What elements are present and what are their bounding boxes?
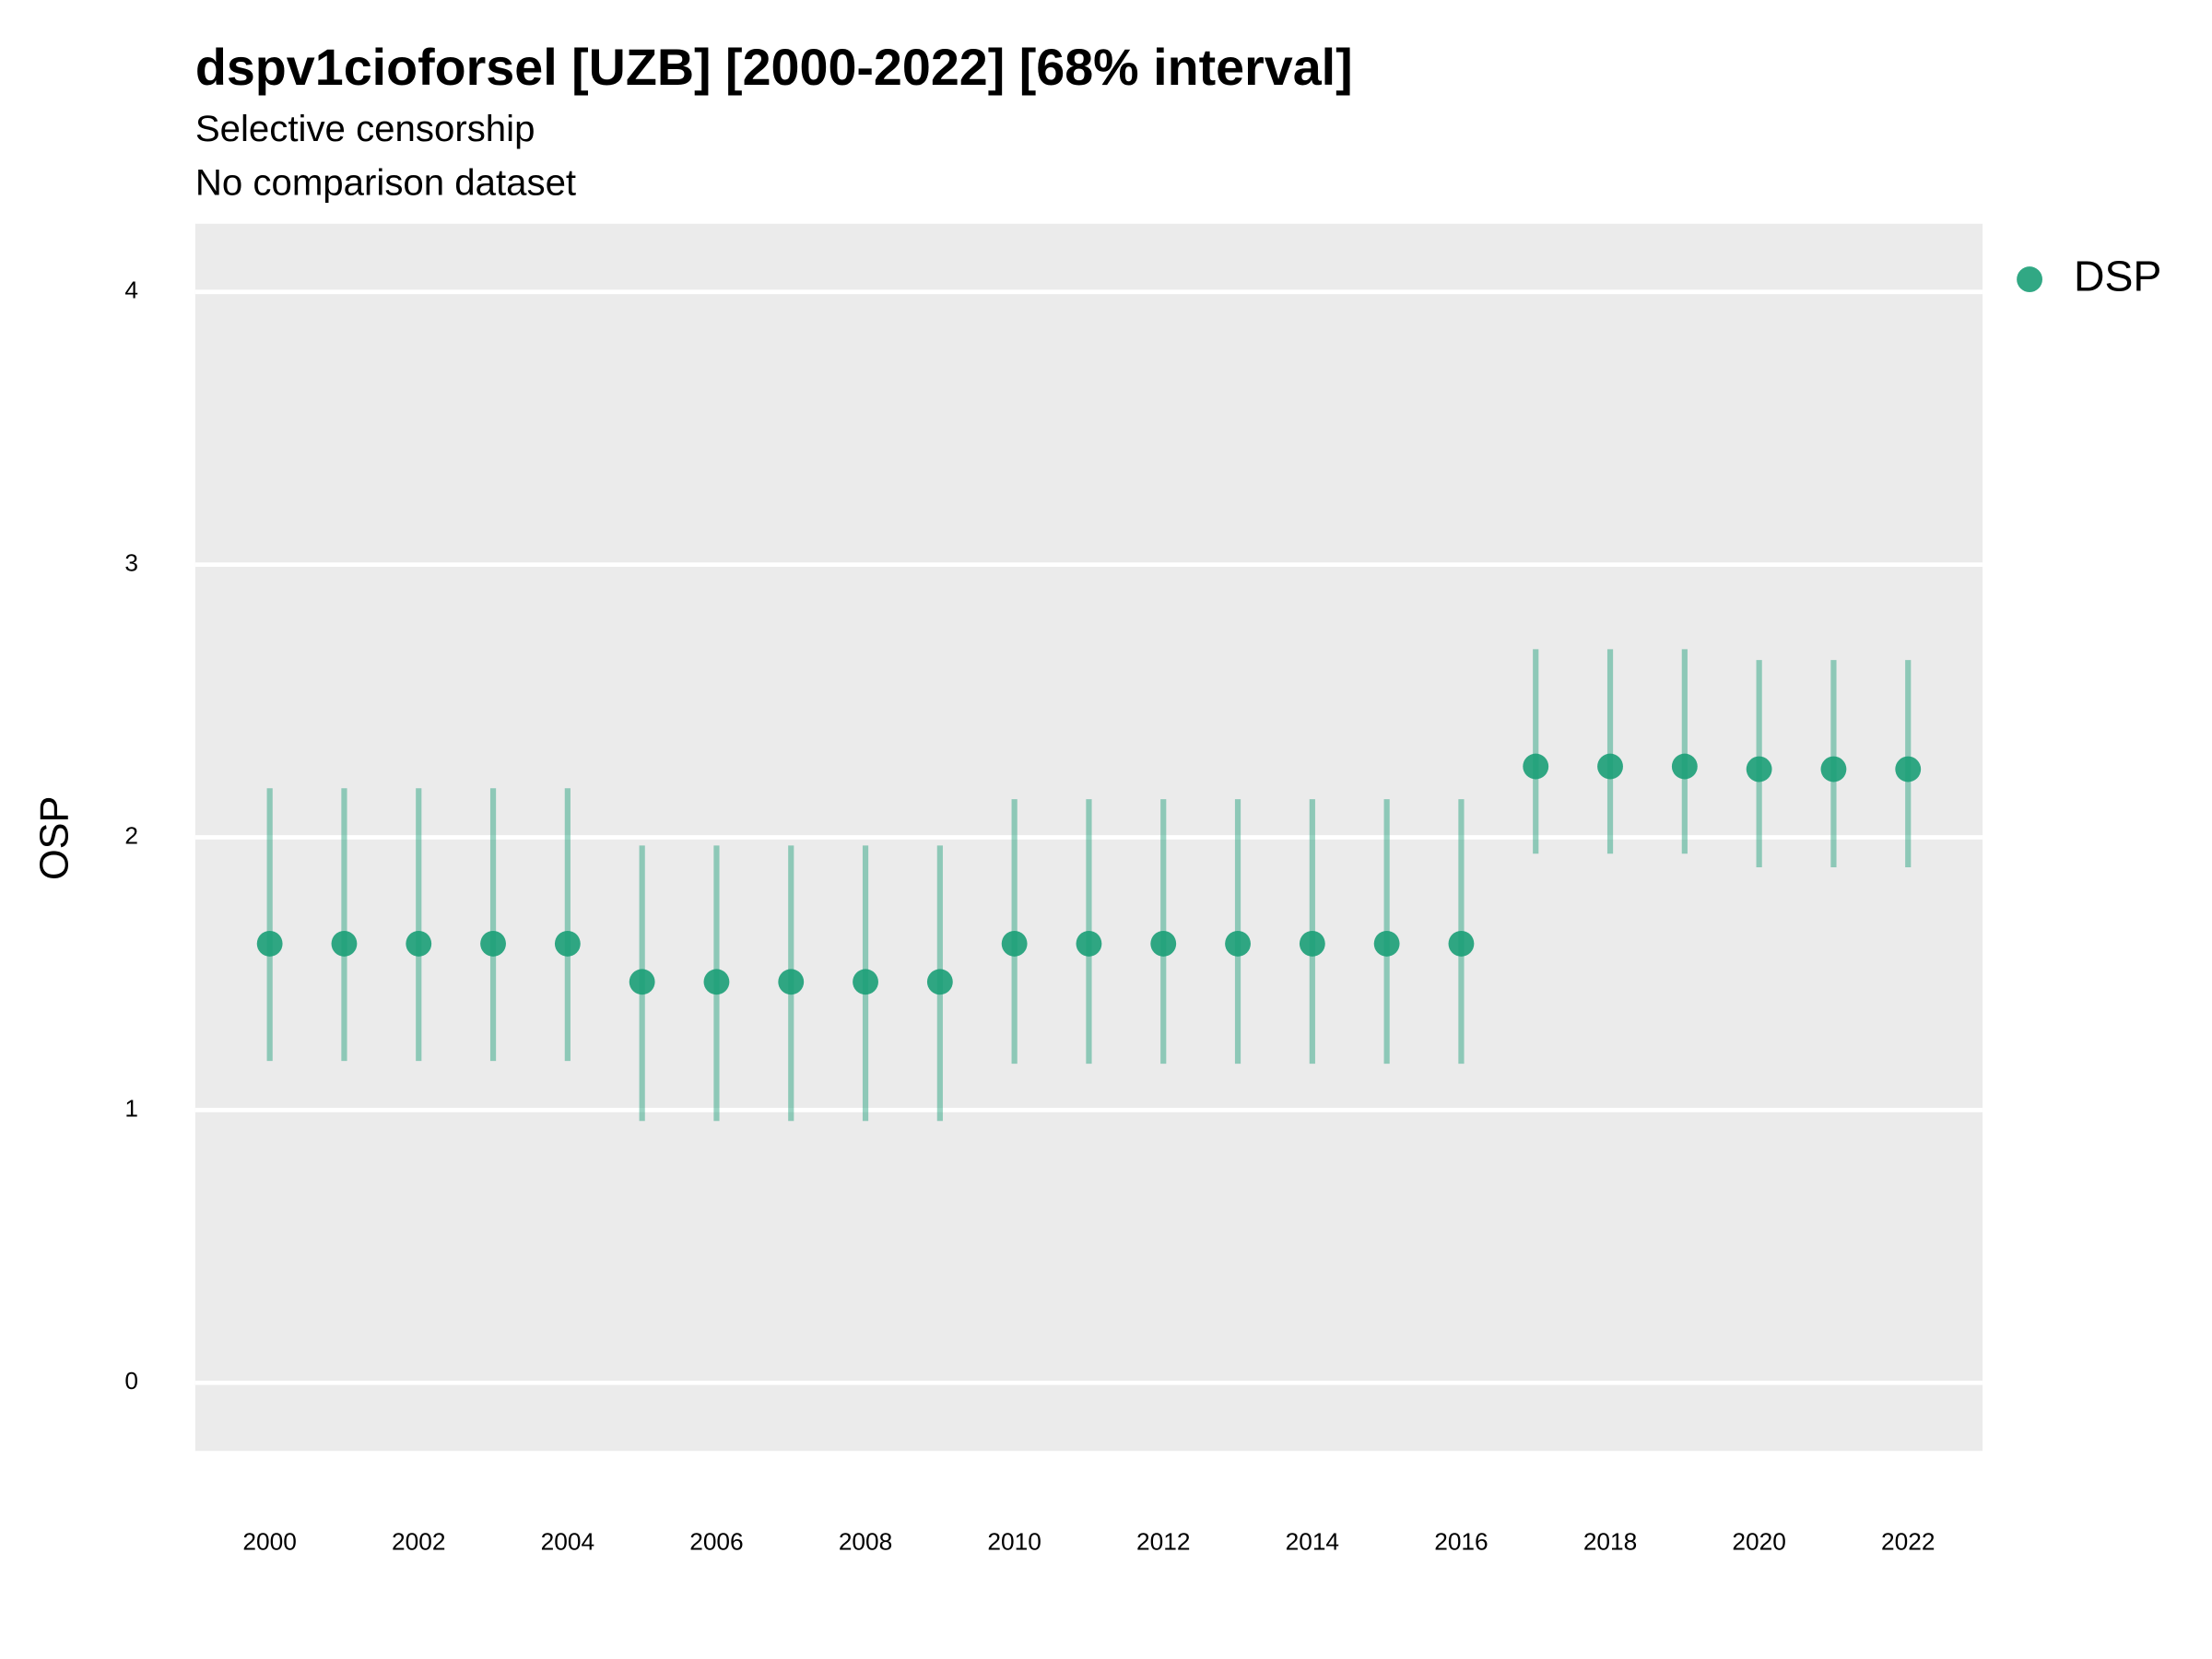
x-tick-label: 2014: [1286, 1528, 1339, 1556]
x-tick-label: 2016: [1434, 1528, 1488, 1556]
point: [1225, 930, 1251, 957]
legend-marker: [2017, 266, 2042, 293]
point: [926, 969, 953, 995]
point: [406, 930, 432, 957]
chart-title: dspv1cioforsel [UZB] [2000-2022] [68% in…: [195, 39, 1353, 96]
x-tick-label: 2018: [1583, 1528, 1637, 1556]
point: [1671, 753, 1698, 780]
x-tick-label: 2020: [1732, 1528, 1785, 1556]
point: [1597, 753, 1623, 780]
point: [1001, 930, 1028, 957]
x-tick-label: 2000: [242, 1528, 296, 1556]
chart-caption: No comparison dataset: [195, 162, 576, 204]
point: [1076, 930, 1102, 957]
point: [554, 930, 581, 957]
point: [256, 930, 283, 957]
point: [1820, 756, 1847, 782]
point: [1150, 930, 1177, 957]
point: [1299, 930, 1325, 957]
point: [778, 969, 805, 995]
x-tick-label: 2004: [541, 1528, 594, 1556]
point: [480, 930, 506, 957]
y-tick-label: 2: [124, 821, 138, 849]
y-tick-label: 4: [124, 276, 138, 304]
x-tick-label: 2008: [839, 1528, 892, 1556]
point: [703, 969, 730, 995]
point: [853, 969, 878, 995]
y-tick-label: 0: [124, 1367, 138, 1394]
legend-label: DSP: [2074, 252, 2161, 300]
point: [1448, 930, 1475, 957]
x-tick-label: 2010: [987, 1528, 1041, 1556]
y-tick-label: 3: [124, 549, 138, 577]
point: [1523, 753, 1549, 780]
point: [331, 930, 358, 957]
y-tick-label: 1: [124, 1094, 138, 1122]
x-tick-label: 2022: [1881, 1528, 1935, 1556]
point: [629, 969, 655, 995]
x-tick-label: 2006: [689, 1528, 743, 1556]
chart-subtitle: Selective censorship: [195, 108, 535, 149]
point: [1895, 756, 1922, 782]
x-tick-label: 2012: [1136, 1528, 1190, 1556]
x-tick-label: 2002: [392, 1528, 445, 1556]
y-axis-label: OSP: [32, 796, 76, 880]
point: [1373, 930, 1400, 957]
point: [1746, 756, 1772, 782]
